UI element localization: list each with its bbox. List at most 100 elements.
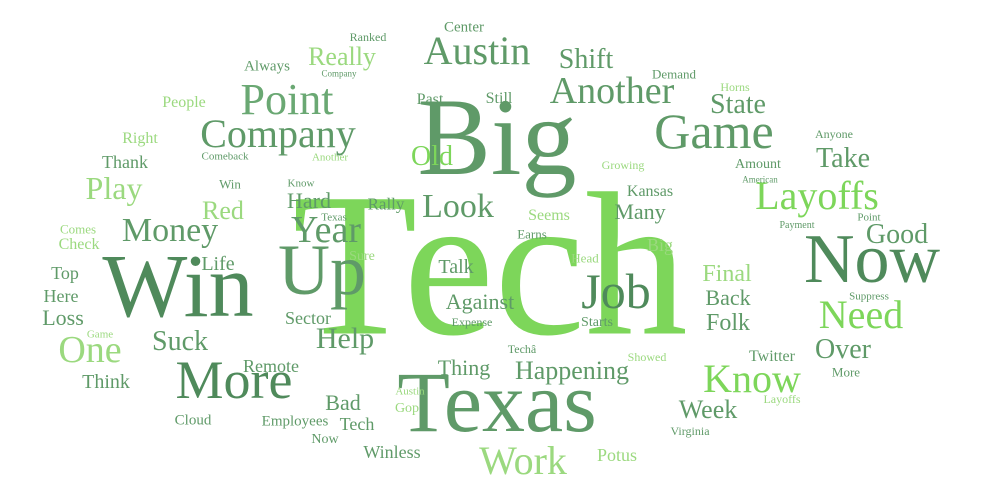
word: Bad: [325, 390, 361, 415]
word: Good: [865, 219, 929, 250]
word: Game: [654, 103, 774, 159]
word: Payment: [779, 220, 815, 231]
word: Virginia: [670, 424, 710, 438]
word: Win: [102, 237, 254, 336]
word: Techâ: [507, 342, 537, 356]
word: Know: [703, 356, 801, 401]
word: Work: [479, 438, 567, 483]
word: More: [831, 364, 861, 380]
word: Austin: [423, 28, 531, 73]
word: Kansas: [626, 183, 674, 200]
word: Anyone: [815, 127, 853, 141]
word: Against: [445, 289, 515, 314]
word: Top: [51, 263, 79, 283]
word: Demand: [651, 66, 697, 82]
word: Showed: [627, 350, 667, 364]
word: Suppress: [849, 290, 889, 303]
word: Old: [411, 141, 453, 172]
word: Expense: [451, 315, 493, 329]
word: Remote: [243, 356, 299, 376]
word: Suck: [152, 326, 208, 357]
word: Final: [702, 261, 752, 287]
word: Comeback: [201, 150, 249, 163]
word: Thank: [102, 152, 148, 172]
word: Growing: [601, 158, 645, 172]
word: Money: [121, 212, 219, 249]
word: Shift: [558, 44, 614, 75]
word: State: [710, 89, 766, 120]
word: Help: [315, 322, 375, 355]
word: Back: [705, 285, 751, 310]
word: Texas: [397, 354, 597, 450]
word: Now: [803, 221, 941, 298]
word: Sure: [349, 249, 375, 264]
word: Earns: [517, 226, 547, 242]
word: American: [742, 174, 778, 185]
word: Game: [86, 328, 114, 341]
word: Play: [85, 170, 143, 206]
word: Red: [202, 196, 244, 225]
word: Ranked: [349, 30, 387, 44]
word: Year: [290, 209, 362, 251]
word: Big: [646, 235, 674, 255]
word: Comes: [59, 221, 97, 237]
word: Austin: [395, 385, 425, 398]
word: Hard: [287, 188, 331, 213]
word: Point: [240, 75, 334, 124]
word: More: [175, 350, 293, 410]
word: Amount: [735, 157, 781, 172]
word: Rally: [367, 194, 405, 214]
word: Horns: [720, 80, 750, 94]
word: People: [162, 94, 206, 111]
word: Potus: [596, 445, 638, 465]
word: Folk: [705, 310, 751, 336]
word: Job: [581, 263, 651, 319]
word: Another: [311, 151, 349, 164]
word: Many: [614, 199, 666, 224]
word: Life: [201, 253, 235, 275]
word: Thing: [437, 355, 491, 380]
word: Point: [857, 211, 881, 224]
word: Sector: [285, 308, 331, 328]
word: Win: [219, 176, 241, 192]
word: Layoffs: [755, 173, 879, 218]
word: Right: [122, 130, 158, 147]
word: Starts: [581, 315, 613, 330]
word: Company: [321, 68, 357, 79]
word: Twitter: [749, 348, 795, 365]
word: Still: [485, 90, 513, 107]
word: Another: [549, 70, 675, 112]
word: Layoffs: [763, 392, 801, 406]
word: Tech: [292, 151, 688, 379]
word: Need: [818, 292, 904, 337]
word: Cloud: [174, 412, 212, 429]
word: Head: [571, 250, 599, 266]
word: Over: [815, 334, 871, 365]
word: Seems: [528, 207, 570, 224]
word: Happening: [514, 356, 630, 385]
word: Employees: [261, 413, 329, 430]
word: Big: [417, 76, 577, 198]
word: Center: [444, 19, 484, 36]
word: Think: [82, 371, 130, 393]
word: Texas: [321, 211, 347, 224]
word: Gop: [394, 401, 420, 416]
word: Past: [416, 91, 444, 108]
word: Look: [422, 188, 494, 225]
word: Tech: [339, 414, 375, 434]
word: Know: [287, 177, 315, 190]
word: Really: [308, 42, 376, 71]
word: Winless: [363, 442, 421, 462]
word: Check: [58, 236, 100, 253]
word: Company: [200, 111, 356, 156]
word: Now: [311, 432, 339, 447]
word: Week: [678, 395, 738, 424]
word: Talk: [438, 256, 474, 278]
word: Loss: [42, 305, 84, 330]
word: Here: [43, 286, 79, 306]
word: Take: [815, 143, 871, 174]
word: Up: [278, 230, 366, 310]
word: Always: [244, 58, 290, 75]
word: One: [58, 329, 122, 371]
